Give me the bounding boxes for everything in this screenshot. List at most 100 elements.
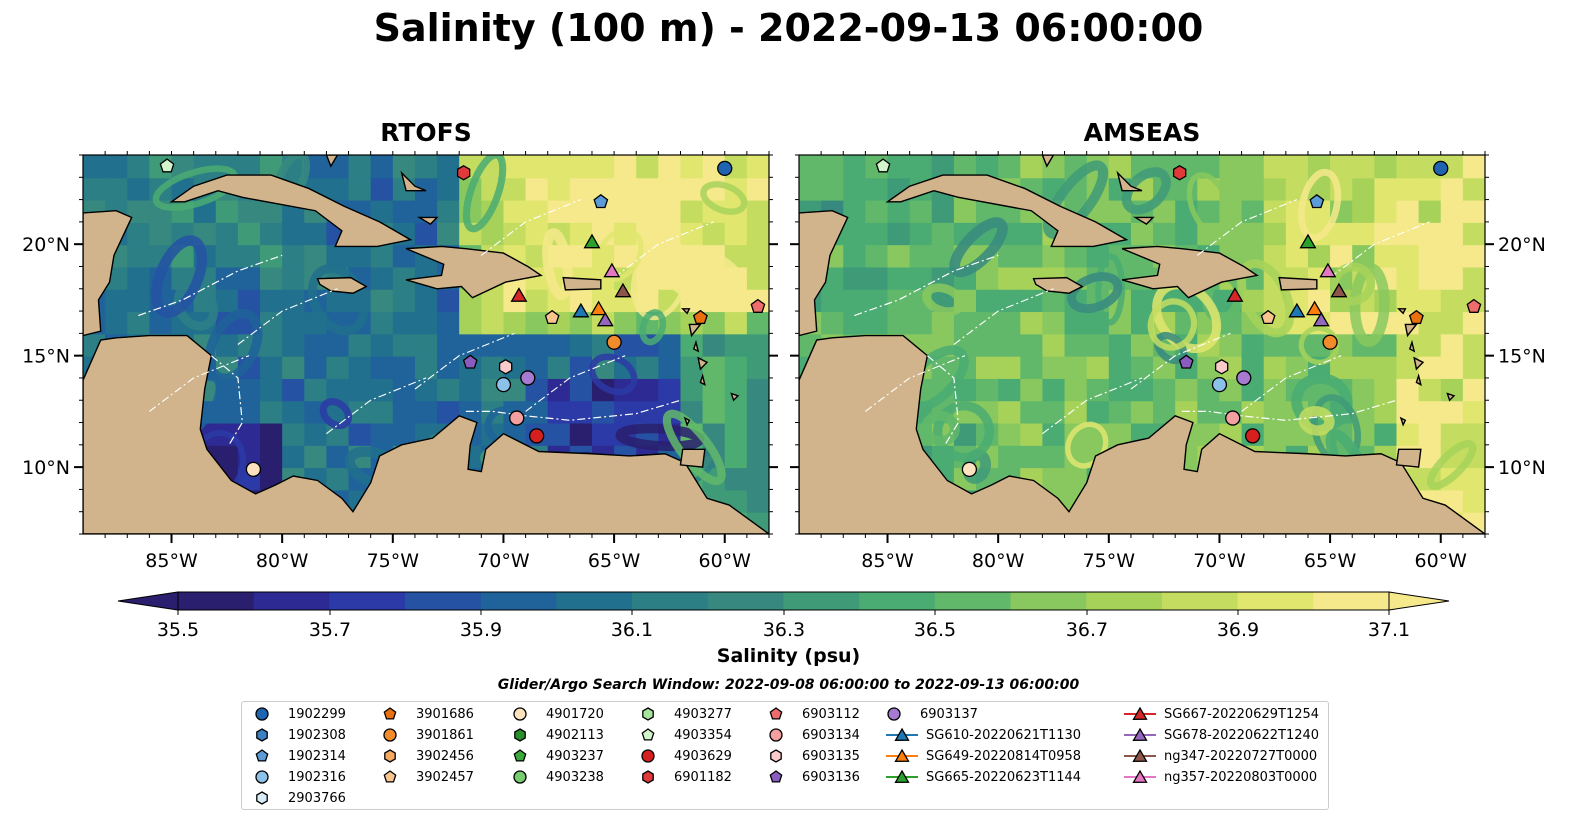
marker-1902299	[1433, 160, 1449, 177]
legend-marker-icon	[1124, 748, 1156, 762]
marker-6903134	[1225, 410, 1241, 426]
legend-label: 3901686	[416, 706, 474, 722]
marker-ng347-20220727T0000	[1330, 282, 1348, 298]
lat-tick-label: 10°N	[1498, 457, 1546, 479]
lon-tick-label: 75°W	[367, 550, 420, 572]
marker-4903354	[159, 158, 175, 173]
legend-label: 4903238	[546, 769, 604, 785]
legend-marker-icon	[1124, 769, 1156, 783]
land-masses	[799, 155, 1485, 534]
legend-marker-icon	[1124, 706, 1156, 720]
legend-marker-icon	[769, 728, 783, 742]
legend-entry: 1902308	[254, 725, 346, 745]
legend-entry: 6903137	[886, 704, 978, 724]
marker-SG667-20220629T1254	[510, 287, 528, 302]
marker-4903629	[1244, 428, 1261, 444]
legend-entry: 4903238	[512, 767, 604, 787]
legend-marker-icon	[383, 770, 397, 783]
legend-entry: 2903766	[254, 788, 346, 808]
marker-SG649-20220814T0958	[590, 300, 608, 316]
lon-tick-label: 60°W	[699, 550, 752, 572]
legend-label: 6903112	[802, 706, 860, 722]
lon-tick-label: 85°W	[861, 550, 914, 572]
legend-label: SG667-20220629T1254	[1164, 706, 1320, 722]
colorbar-segment	[783, 592, 860, 610]
map-panel-amseas: 85°W 80°W 75°W 70°W 65°W 60°W 20°N 15°N 10°N	[790, 151, 1546, 572]
legend-label: 6903134	[802, 727, 860, 743]
legend-entry: 3902457	[382, 767, 474, 787]
legend-label: 6903136	[802, 769, 860, 785]
marker-4903354	[875, 158, 891, 173]
marker-6901182	[456, 165, 471, 181]
legend-marker-icon	[641, 728, 655, 741]
colorbar-tick-label: 36.3	[763, 619, 805, 641]
legend-label: ng347-20220727T0000	[1164, 748, 1318, 764]
legend-marker-icon	[513, 749, 527, 762]
marker-ng347-20220727T0000	[614, 282, 632, 298]
colorbar-segment	[178, 592, 255, 610]
lat-tick-label: 15°N	[22, 346, 70, 368]
lat-tick-label: 10°N	[22, 457, 70, 479]
legend-marker-icon	[642, 707, 654, 721]
colorbar-segment	[253, 592, 330, 610]
search-window-text: Glider/Argo Search Window: 2022-09-08 06…	[497, 677, 1080, 693]
legend-marker-icon	[769, 770, 783, 783]
legend-label: 2903766	[288, 790, 346, 806]
lat-tick-label: 20°N	[1498, 234, 1546, 256]
panel-title-rtofs: RTOFS	[380, 118, 472, 147]
legend-entry: 3901861	[382, 725, 474, 745]
legend-marker-icon	[886, 769, 918, 783]
legend-entry: 1902316	[254, 767, 346, 787]
legend-entry: 4901720	[512, 704, 604, 724]
lat-tick-label: 15°N	[1498, 346, 1546, 368]
observation-markers	[875, 158, 1482, 477]
colorbar-tick-label: 36.7	[1066, 619, 1108, 641]
colorbar-segment	[1161, 592, 1239, 610]
panel-title-amseas: AMSEAS	[1083, 118, 1201, 147]
marker-SG678-20220622T1240	[1312, 311, 1330, 327]
boundary-lines	[854, 199, 1430, 446]
legend-marker-icon	[255, 749, 269, 762]
marker-1902314	[593, 193, 609, 209]
legend-marker-icon	[383, 728, 397, 742]
colorbar-tick-label: 35.9	[460, 619, 502, 641]
legend-label: SG678-20220622T1240	[1164, 727, 1320, 743]
lon-tick-label: 80°W	[972, 550, 1025, 572]
colorbar-segment	[1086, 592, 1163, 610]
colorbar-label: Salinity (psu)	[716, 645, 861, 667]
marker-6903136	[462, 354, 478, 369]
legend-label: 4903629	[674, 748, 732, 764]
boundary-lines	[138, 199, 714, 446]
colorbar-segment	[1010, 592, 1087, 610]
legend-entry: SG665-20220623T1144	[886, 767, 1081, 787]
legend-marker-icon	[384, 749, 396, 763]
marker-4901720	[961, 461, 978, 477]
colorbar-tick-label: 36.1	[611, 619, 653, 641]
colorbar-segment	[1237, 592, 1314, 610]
legend-entry: 4903629	[640, 746, 732, 766]
marker-3901686	[1408, 309, 1424, 325]
legend-label: 1902308	[288, 727, 346, 743]
legend-label: 4903277	[674, 706, 732, 722]
map-panel-rtofs: 85°W 80°W 75°W 70°W 65°W 60°W 20°N 15°N 10°N	[22, 151, 778, 572]
legend-label: ng357-20220803T0000	[1164, 769, 1318, 785]
colorbar-tick-label: 37.1	[1368, 619, 1410, 641]
lon-tick-label: 75°W	[1083, 550, 1136, 572]
marker-6903112	[750, 298, 766, 313]
marker-3902457	[544, 309, 560, 325]
legend-entry: ng347-20220727T0000	[1124, 746, 1317, 766]
legend-label: 3902456	[416, 748, 474, 764]
colorbar-tick-label: 36.9	[1217, 619, 1259, 641]
legend-entry: 6903136	[768, 767, 860, 787]
marker-1902299	[717, 160, 733, 177]
legend-entry: ng357-20220803T0000	[1124, 767, 1317, 787]
legend-marker-icon	[886, 748, 918, 762]
legend-label: 4903354	[674, 727, 732, 743]
marker-6903135	[1214, 359, 1229, 375]
marker-SG665-20220623T1144	[583, 233, 601, 249]
legend-marker-icon	[256, 728, 268, 742]
marker-6903137	[520, 370, 536, 386]
marker-3901861	[606, 334, 622, 350]
legend-marker-icon	[886, 727, 918, 741]
